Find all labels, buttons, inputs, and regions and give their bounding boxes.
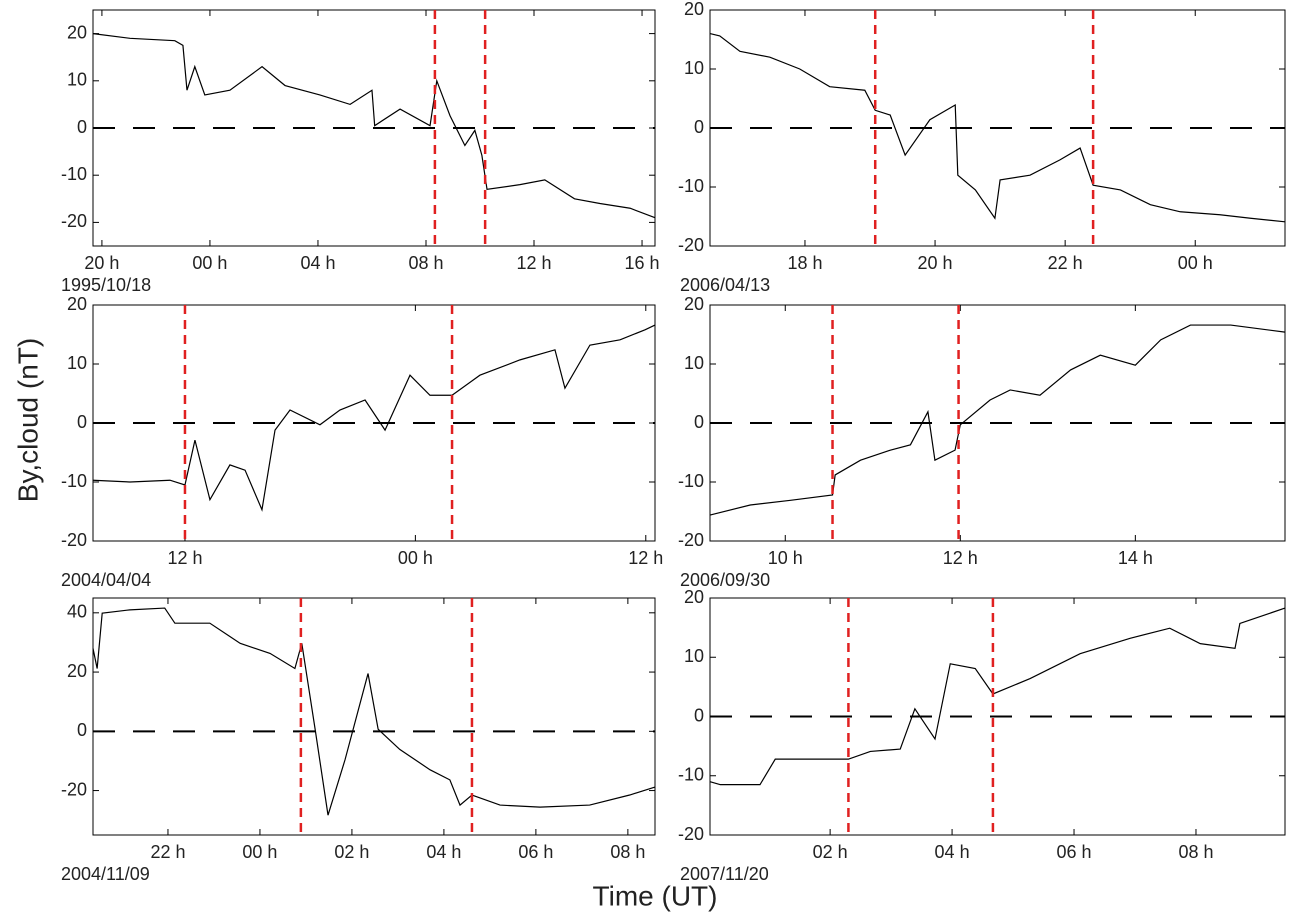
plot-frame (92, 597, 656, 836)
y-tick-label: 20 (684, 587, 704, 607)
y-tick-label: -20 (678, 824, 704, 844)
x-tick-label: 10 h (768, 548, 803, 568)
y-tick-label: -20 (678, 530, 704, 550)
y-tick-label: -20 (61, 211, 87, 231)
x-tick-label: 12 h (628, 548, 663, 568)
date-label: 2006/09/30 (680, 570, 770, 590)
y-tick-label: 20 (67, 294, 87, 314)
y-tick-label: 0 (77, 117, 87, 137)
y-tick-label: 10 (684, 646, 704, 666)
x-tick-label: 08 h (1178, 842, 1213, 862)
x-tick-label: 06 h (1057, 842, 1092, 862)
x-tick-label: 20 h (918, 253, 953, 273)
data-line (92, 607, 656, 816)
x-tick-label: 16 h (625, 253, 660, 273)
data-line (709, 324, 1286, 516)
x-tick-label: 20 h (84, 253, 119, 273)
y-tick-label: -10 (61, 471, 87, 491)
y-tick-label: 0 (694, 117, 704, 137)
x-tick-label: 12 h (516, 253, 551, 273)
y-tick-label: 40 (67, 602, 87, 622)
x-tick-label: 12 h (167, 548, 202, 568)
x-tick-label: 12 h (943, 548, 978, 568)
x-tick-label: 18 h (787, 253, 822, 273)
y-tick-label: -20 (61, 530, 87, 550)
x-axis-label: Time (UT) (593, 880, 718, 911)
x-tick-label: 02 h (334, 842, 369, 862)
y-tick-label: 10 (684, 353, 704, 373)
y-tick-label: 0 (694, 705, 704, 725)
x-tick-label: 08 h (610, 842, 645, 862)
x-tick-label: 00 h (398, 548, 433, 568)
x-tick-label: 00 h (242, 842, 277, 862)
y-tick-label: 0 (694, 412, 704, 432)
x-tick-label: 14 h (1118, 548, 1153, 568)
y-tick-label: 20 (67, 661, 87, 681)
x-tick-label: 00 h (1178, 253, 1213, 273)
x-tick-label: 04 h (300, 253, 335, 273)
y-tick-label: 20 (67, 22, 87, 42)
data-line (92, 33, 656, 219)
data-line (709, 607, 1286, 786)
x-tick-label: 08 h (408, 253, 443, 273)
x-tick-label: 04 h (426, 842, 461, 862)
x-tick-label: 00 h (192, 253, 227, 273)
x-tick-label: 22 h (1048, 253, 1083, 273)
x-tick-label: 22 h (150, 842, 185, 862)
y-tick-label: -20 (678, 235, 704, 255)
data-line (709, 33, 1286, 223)
y-tick-label: -10 (678, 176, 704, 196)
y-tick-label: 10 (684, 58, 704, 78)
y-tick-label: 10 (67, 353, 87, 373)
x-tick-label: 02 h (813, 842, 848, 862)
y-tick-label: -10 (61, 164, 87, 184)
x-tick-label: 06 h (518, 842, 553, 862)
date-label: 2004/04/04 (61, 570, 151, 590)
y-axis-label: By,cloud (nT) (12, 338, 43, 502)
y-tick-label: -10 (678, 471, 704, 491)
date-label: 2004/11/09 (61, 864, 150, 884)
date-label: 1995/10/18 (61, 275, 151, 295)
data-line (92, 324, 656, 512)
y-tick-label: 20 (684, 0, 704, 19)
y-tick-label: 20 (684, 294, 704, 314)
y-tick-label: -20 (61, 779, 87, 799)
date-label: 2007/11/20 (680, 864, 769, 884)
x-tick-label: 04 h (935, 842, 970, 862)
y-tick-label: 0 (77, 412, 87, 432)
date-label: 2006/04/13 (680, 275, 770, 295)
y-tick-label: -10 (678, 765, 704, 785)
y-tick-label: 10 (67, 70, 87, 90)
y-tick-label: 0 (77, 720, 87, 740)
